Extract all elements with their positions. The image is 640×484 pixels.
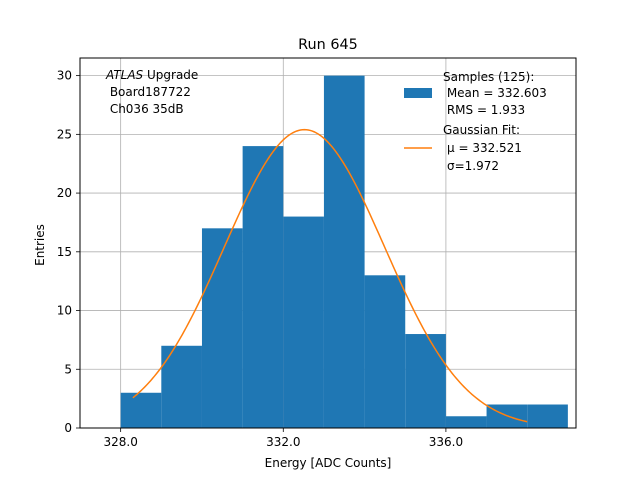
histogram-bar — [323, 75, 365, 428]
histogram-bar — [283, 216, 324, 428]
axes-frame — [79, 57, 577, 429]
histogram-bar — [364, 275, 406, 428]
legend-samples-swatch — [404, 88, 432, 98]
y-tick-label: 10 — [57, 304, 72, 318]
legend-fit-title: Gaussian Fit: — [443, 123, 520, 137]
x-tick-label: 328.0 — [103, 435, 137, 449]
histogram-bar — [242, 146, 284, 428]
annotation-atlas: ATLAS — [105, 68, 144, 82]
legend-samples-rms: RMS = 1.933 — [443, 103, 525, 117]
histogram-bar — [445, 416, 487, 428]
x-tick-label: 336.0 — [429, 435, 463, 449]
y-tick-label: 20 — [57, 186, 72, 200]
x-tick-label: 332.0 — [266, 435, 300, 449]
histogram-bar — [405, 334, 446, 428]
y-tick-label: 0 — [64, 421, 72, 435]
y-tick-label: 30 — [57, 69, 72, 83]
gaussian-fit-curve — [132, 128, 528, 423]
y-axis-label: Entries — [33, 224, 47, 266]
annotation-board: Board187722 — [106, 85, 191, 99]
axis-ticks: 328.0 332.0 336.0 0 5 10 15 20 25 30 — [57, 69, 463, 449]
legend-fit-sigma: σ=1.972 — [447, 159, 499, 173]
chart-title: Run 645 — [298, 37, 358, 53]
legend-samples-title: Samples (125): — [443, 70, 534, 84]
histogram-bar — [201, 228, 243, 428]
y-tick-label: 25 — [57, 127, 72, 141]
x-axis-label: Energy [ADC Counts] — [265, 456, 392, 470]
y-tick-label: 5 — [64, 362, 72, 376]
annotation-line-1: ATLAS Upgrade — [105, 68, 198, 82]
annotation-upgrade: Upgrade — [143, 68, 198, 82]
annotation-channel: Ch036 35dB — [106, 102, 184, 116]
gaussian-fit — [132, 128, 528, 423]
histogram-bar — [527, 404, 568, 428]
annotation: ATLAS Upgrade Board187722 Ch036 35dB — [105, 68, 198, 116]
histogram-bar — [161, 345, 202, 428]
y-tick-label: 15 — [57, 245, 72, 259]
legend-fit-mu: μ = 332.521 — [447, 141, 522, 155]
legend: Samples (125): Mean = 332.603 RMS = 1.93… — [404, 70, 547, 173]
histogram-bar — [120, 392, 162, 428]
legend-samples-mean: Mean = 332.603 — [443, 86, 547, 100]
